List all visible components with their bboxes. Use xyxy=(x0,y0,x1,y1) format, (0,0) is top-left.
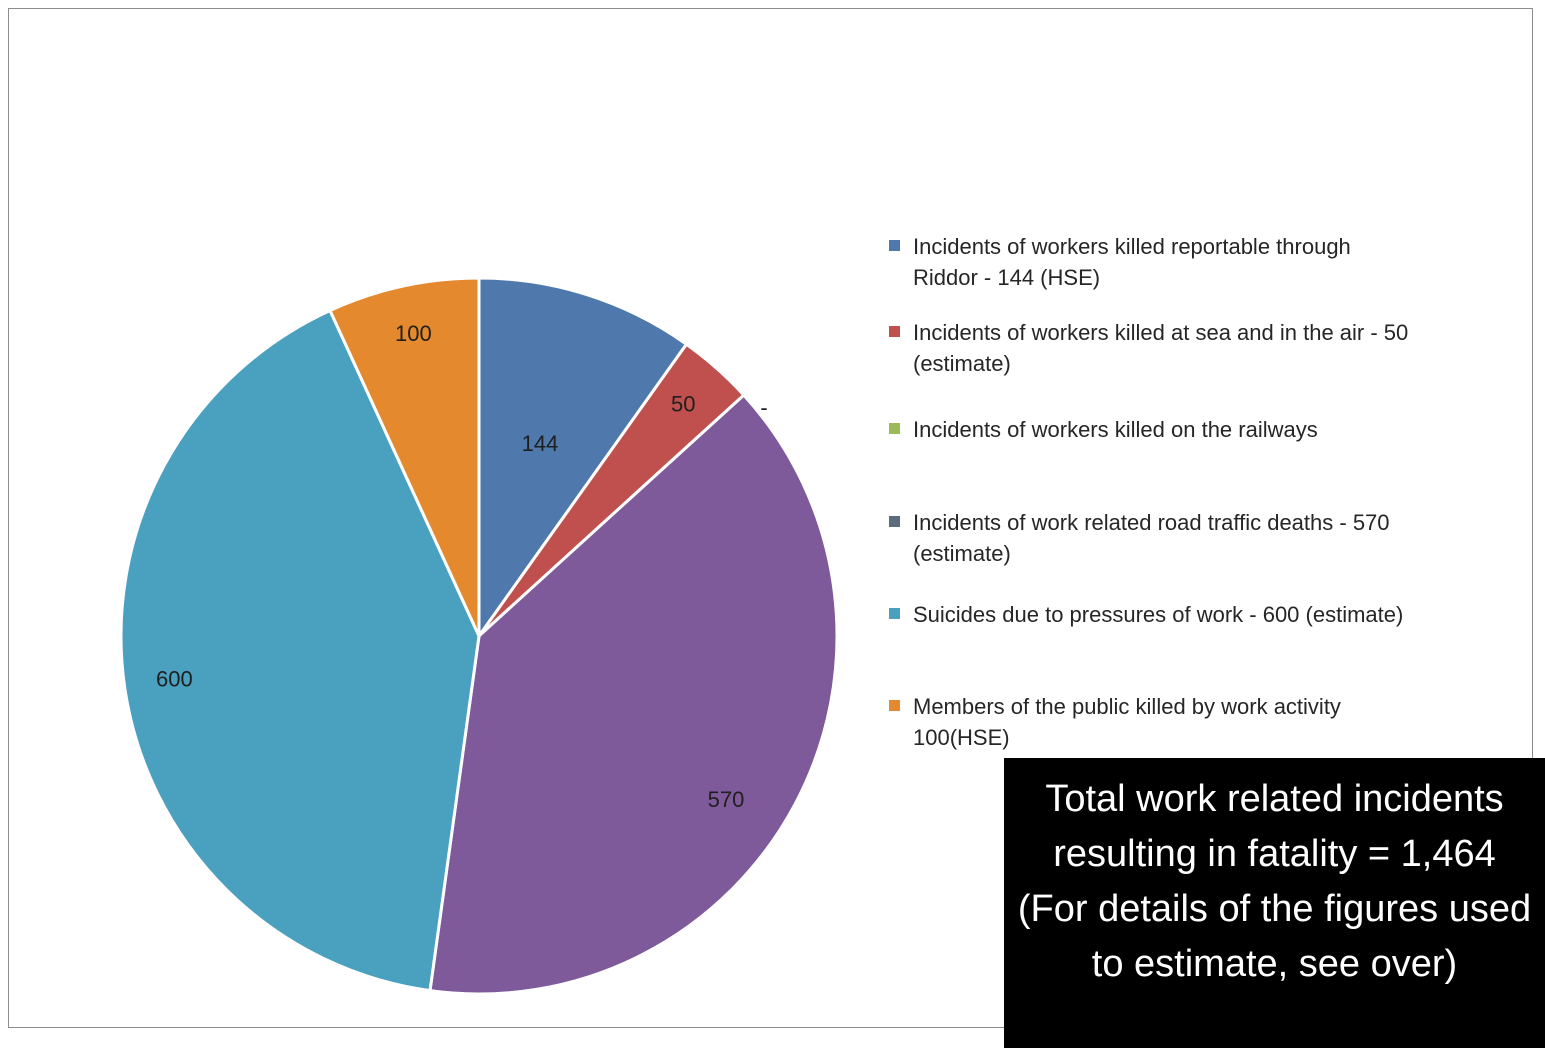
total-fatalities-callout: Total work related incidents resulting i… xyxy=(1004,758,1545,1048)
pie-slice-incidents-of-workers-killed-reportable-t xyxy=(477,276,688,638)
pie-slice-incidents-of-work-related-road-traffic-d xyxy=(428,393,839,996)
legend-item-railways: Incidents of workers killed on the railw… xyxy=(889,414,1532,445)
legend-label-riddor: Incidents of workers killed reportable t… xyxy=(913,234,1351,290)
pie-chart: 144 50 - 570 600 100 xyxy=(119,276,839,996)
legend-swatch-sea-air xyxy=(889,326,900,337)
pie-label-incidents-of-workers-killed-at-sea-and-i: 50 xyxy=(671,391,695,416)
pie-label-incidents-of-workers-killed-on-the-railw: - xyxy=(760,395,767,420)
pie-label-suicides-due-to-pressures-of-work-600-es: 600 xyxy=(156,667,193,692)
legend-item-road-traffic: Incidents of work related road traffic d… xyxy=(889,507,1532,569)
legend-swatch-suicides xyxy=(889,608,900,619)
legend-label-public: Members of the public killed by work act… xyxy=(913,694,1341,750)
legend-label-railways: Incidents of workers killed on the railw… xyxy=(913,417,1318,442)
legend-swatch-road-traffic xyxy=(889,516,900,527)
pie-slice-suicides-due-to-pressures-of-work-600-es xyxy=(119,308,481,993)
pie-label-members-of-the-public-killed-by-work-act: 100 xyxy=(395,321,432,346)
legend-swatch-railways xyxy=(889,423,900,434)
total-fatalities-text: Total work related incidents resulting i… xyxy=(1017,778,1532,985)
pie-slices xyxy=(119,276,839,996)
legend-item-riddor: Incidents of workers killed reportable t… xyxy=(889,231,1532,293)
legend-item-public: Members of the public killed by work act… xyxy=(889,691,1532,753)
legend-swatch-public xyxy=(889,700,900,711)
legend-label-sea-air: Incidents of workers killed at sea and i… xyxy=(913,320,1409,376)
chart-frame: 144 50 - 570 600 100 Incidents of workers kil… xyxy=(8,8,1533,1028)
legend-item-suicides: Suicides due to pressures of work - 600 … xyxy=(889,599,1532,630)
legend-label-road-traffic: Incidents of work related road traffic d… xyxy=(913,510,1390,566)
legend-label-suicides: Suicides due to pressures of work - 600 … xyxy=(913,602,1404,627)
pie-label-incidents-of-work-related-road-traffic-d: 570 xyxy=(708,787,745,812)
pie-data-labels: 144 50 - 570 600 100 xyxy=(156,321,768,812)
pie-slice-members-of-the-public-killed-by-work-act xyxy=(328,276,481,638)
legend-swatch-riddor xyxy=(889,240,900,251)
legend-item-sea-air: Incidents of workers killed at sea and i… xyxy=(889,317,1532,379)
pie-label-incidents-of-workers-killed-reportable-t: 144 xyxy=(522,431,559,456)
